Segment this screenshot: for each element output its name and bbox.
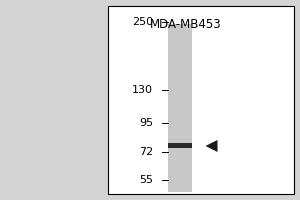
Text: 95: 95 [139, 118, 153, 128]
Text: MDA-MB453: MDA-MB453 [150, 18, 222, 31]
Text: 130: 130 [132, 85, 153, 95]
Text: 250: 250 [132, 17, 153, 27]
Text: 55: 55 [139, 175, 153, 185]
Text: 72: 72 [139, 147, 153, 157]
